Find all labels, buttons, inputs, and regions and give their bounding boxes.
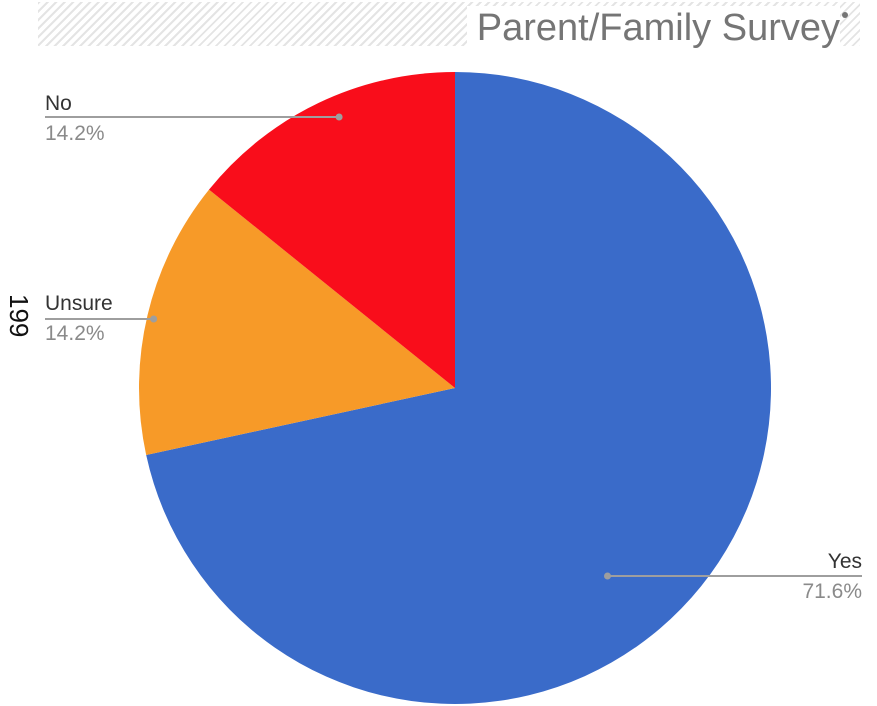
slice-percent-no: 14.2%	[45, 122, 105, 145]
slice-percent-unsure: 14.2%	[45, 322, 105, 345]
slice-label-no: No	[45, 92, 72, 115]
pie-slice-no	[209, 72, 455, 388]
title-bar: Parent/Family Survey	[38, 2, 860, 50]
title-marker-icon	[842, 12, 848, 18]
slice-percent-yes: 71.6%	[802, 580, 862, 603]
leader-dot-no	[335, 113, 343, 121]
slice-label-unsure: Unsure	[45, 292, 113, 315]
pie-slice-unsure	[139, 189, 455, 455]
slice-label-yes: Yes	[828, 550, 862, 573]
leader-dot-yes	[604, 572, 612, 580]
chart-title: Parent/Family Survey	[466, 6, 840, 50]
leader-dot-unsure	[150, 315, 158, 323]
pie-slice-yes	[146, 72, 771, 705]
